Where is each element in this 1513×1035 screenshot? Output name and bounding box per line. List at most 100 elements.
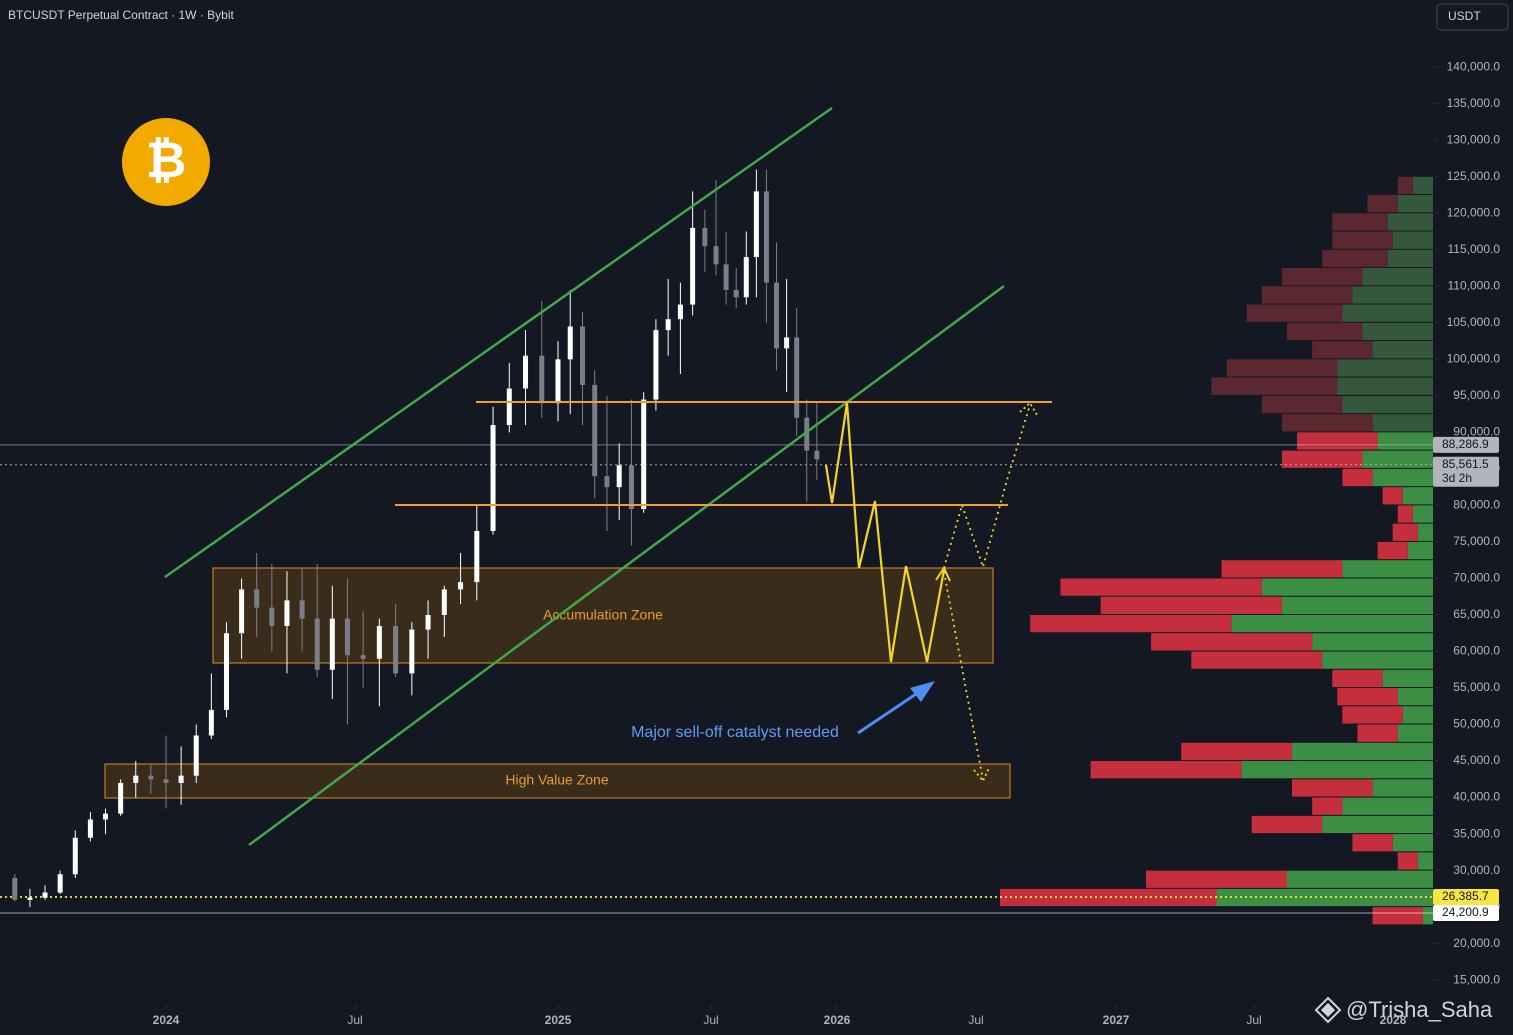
profile-bar-down bbox=[1211, 377, 1338, 395]
price-label-box bbox=[1433, 456, 1499, 487]
zone-label: High Value Zone bbox=[505, 772, 608, 788]
candle-body bbox=[239, 589, 245, 634]
candle-body bbox=[804, 417, 810, 451]
profile-bar-up bbox=[1402, 706, 1433, 724]
candle-body bbox=[523, 355, 529, 389]
candle-body bbox=[27, 897, 33, 900]
candle-body bbox=[702, 227, 708, 247]
profile-bar-up bbox=[1342, 395, 1433, 414]
profile-bar-down bbox=[1372, 907, 1423, 925]
profile-bar-up bbox=[1342, 304, 1433, 322]
candle-body bbox=[474, 530, 480, 583]
candle-body bbox=[794, 337, 800, 418]
profile-bar-up bbox=[1382, 669, 1433, 688]
candle-body bbox=[57, 874, 63, 893]
profile-bar-up bbox=[1342, 797, 1433, 815]
candle-body bbox=[409, 629, 415, 674]
x-tick-label: 2027 bbox=[1103, 1013, 1130, 1027]
candle-body bbox=[254, 589, 260, 608]
candle-body bbox=[208, 709, 214, 736]
currency-button[interactable] bbox=[1436, 3, 1509, 31]
profile-bar-up bbox=[1422, 907, 1433, 925]
candle-body bbox=[723, 264, 729, 290]
candle-body bbox=[458, 582, 464, 590]
candle-body bbox=[616, 465, 622, 488]
x-tick-label: Jul bbox=[1246, 1013, 1261, 1027]
price-labels: 88,286.9 85,561.53d 2h 26,385.7 24,200.9 bbox=[1433, 436, 1499, 921]
candle-body bbox=[193, 735, 199, 776]
profile-bar-down bbox=[1377, 541, 1408, 560]
candle-body bbox=[506, 388, 512, 426]
y-tick-label: 140,000.0 bbox=[1447, 59, 1501, 73]
bitcoin-logo bbox=[122, 118, 210, 206]
profile-bar-down bbox=[1397, 852, 1418, 870]
profile-bar-down bbox=[1146, 870, 1287, 888]
profile-bar-down bbox=[1312, 341, 1373, 359]
profile-bar-down bbox=[1312, 797, 1343, 815]
y-tick-label: 45,000.0 bbox=[1453, 753, 1500, 767]
bitcoin-logo-glyph: ₿ bbox=[146, 132, 187, 188]
profile-bar-up bbox=[1397, 195, 1433, 213]
profile-bar-up bbox=[1337, 359, 1433, 377]
profile-bar-down bbox=[1286, 322, 1363, 341]
price-label-box bbox=[1433, 889, 1499, 906]
profile-bar-up bbox=[1387, 213, 1433, 231]
watermark: @Trisha_Saha bbox=[1314, 996, 1493, 1024]
x-tick-label: Jul bbox=[703, 1013, 718, 1027]
profile-bar-up bbox=[1322, 815, 1433, 834]
channel-line bbox=[164, 106, 833, 579]
price-label: 26,385.7 bbox=[1442, 889, 1489, 903]
price-label: 24,200.9 bbox=[1442, 905, 1489, 919]
profile-bar-up bbox=[1286, 870, 1433, 888]
candle-body bbox=[299, 600, 305, 619]
profile-bar-up bbox=[1372, 341, 1433, 359]
candle-body bbox=[72, 837, 78, 875]
projection-path bbox=[824, 402, 946, 663]
profile-bar-up bbox=[1241, 761, 1433, 779]
candle-body bbox=[784, 337, 790, 349]
zone-label: Accumulation Zone bbox=[543, 607, 663, 623]
profile-bar-up bbox=[1216, 888, 1433, 907]
candle-body bbox=[774, 282, 780, 349]
candle-body bbox=[133, 775, 139, 783]
x-tick-label: Jul bbox=[968, 1013, 983, 1027]
currency-button-label[interactable]: USDT bbox=[1448, 9, 1481, 23]
profile-bar-up bbox=[1372, 414, 1433, 432]
profile-bar-up bbox=[1362, 268, 1433, 286]
y-tick-label: 110,000.0 bbox=[1448, 278, 1501, 292]
profile-bar-up bbox=[1402, 487, 1433, 505]
y-tick-label: 35,000.0 bbox=[1453, 826, 1500, 840]
price-axis bbox=[1435, 0, 1513, 1005]
profile-bar-up bbox=[1392, 231, 1433, 249]
profile-bar-down bbox=[1292, 779, 1373, 797]
profile-bar-down bbox=[1342, 706, 1403, 724]
candle-body bbox=[814, 450, 820, 460]
y-tick-label: 65,000.0 bbox=[1453, 607, 1500, 621]
y-tick-label: 130,000.0 bbox=[1447, 132, 1501, 146]
profile-bar-down bbox=[1261, 286, 1353, 304]
candle-body bbox=[604, 476, 610, 488]
candle-body bbox=[690, 227, 696, 305]
x-tick-label: Jul bbox=[347, 1013, 362, 1027]
y-tick-label: 40,000.0 bbox=[1453, 790, 1500, 804]
candle-body bbox=[539, 355, 545, 404]
chart-title: BTCUSDT Perpetual Contract · 1W · Bybit bbox=[8, 8, 235, 22]
profile-bar-up bbox=[1337, 377, 1433, 395]
candle-body bbox=[393, 625, 399, 674]
candle-body bbox=[490, 425, 496, 531]
profile-bar-down bbox=[1226, 359, 1338, 377]
y-tick-label: 115,000.0 bbox=[1448, 242, 1501, 256]
candle-body bbox=[641, 399, 647, 510]
profile-bar-down bbox=[1030, 614, 1232, 633]
y-tick-label: 30,000.0 bbox=[1453, 863, 1500, 877]
profile-bar-up bbox=[1412, 176, 1433, 195]
price-label: 88,286.9 bbox=[1442, 437, 1489, 451]
profile-bar-down bbox=[1397, 505, 1413, 523]
profile-bar-up bbox=[1231, 614, 1433, 633]
candle-body bbox=[163, 779, 169, 783]
y-tick-label: 105,000.0 bbox=[1447, 315, 1501, 329]
profile-bar-up bbox=[1392, 834, 1433, 852]
candle-body bbox=[743, 257, 749, 298]
candle-body bbox=[425, 614, 431, 630]
profile-bar-down bbox=[1261, 395, 1343, 414]
